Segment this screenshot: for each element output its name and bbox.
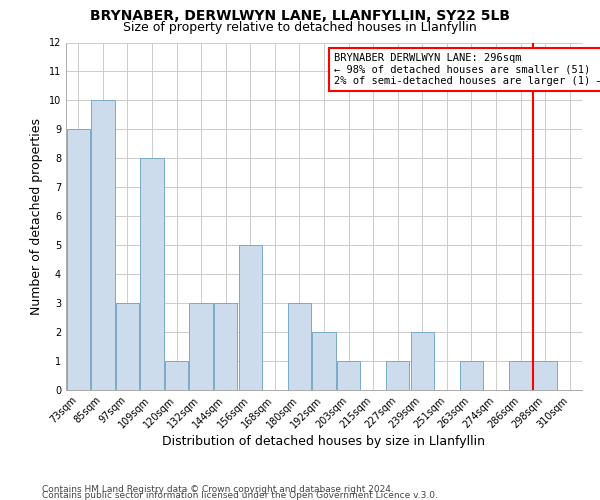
Bar [67, 130, 90, 390]
Bar [410, 332, 434, 390]
Text: Contains public sector information licensed under the Open Government Licence v.: Contains public sector information licen… [42, 490, 438, 500]
Bar [533, 361, 557, 390]
Text: BRYNABER, DERWLWYN LANE, LLANFYLLIN, SY22 5LB: BRYNABER, DERWLWYN LANE, LLANFYLLIN, SY2… [90, 9, 510, 23]
Bar [165, 361, 188, 390]
Bar [214, 303, 238, 390]
Bar [386, 361, 409, 390]
Text: Contains HM Land Registry data © Crown copyright and database right 2024.: Contains HM Land Registry data © Crown c… [42, 484, 394, 494]
X-axis label: Distribution of detached houses by size in Llanfyllin: Distribution of detached houses by size … [163, 436, 485, 448]
Bar [91, 100, 115, 390]
Bar [460, 361, 483, 390]
Bar [337, 361, 360, 390]
Bar [239, 245, 262, 390]
Bar [509, 361, 532, 390]
Bar [313, 332, 335, 390]
Text: BRYNABER DERWLWYN LANE: 296sqm
← 98% of detached houses are smaller (51)
2% of s: BRYNABER DERWLWYN LANE: 296sqm ← 98% of … [334, 53, 600, 86]
Bar [140, 158, 164, 390]
Bar [288, 303, 311, 390]
Bar [190, 303, 213, 390]
Text: Size of property relative to detached houses in Llanfyllin: Size of property relative to detached ho… [123, 21, 477, 34]
Y-axis label: Number of detached properties: Number of detached properties [30, 118, 43, 315]
Bar [116, 303, 139, 390]
